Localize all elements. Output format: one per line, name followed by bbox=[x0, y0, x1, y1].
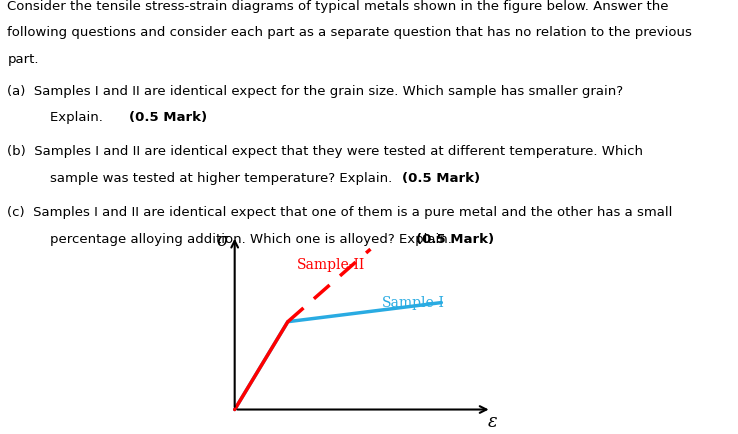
Text: following questions and consider each part as a separate question that has no re: following questions and consider each pa… bbox=[7, 26, 692, 39]
Text: (c)  Samples I and II are identical expect that one of them is a pure metal and : (c) Samples I and II are identical expec… bbox=[7, 206, 673, 219]
Text: (0.5 Mark): (0.5 Mark) bbox=[129, 111, 207, 124]
Text: Sample-II: Sample-II bbox=[297, 258, 365, 272]
Text: σ: σ bbox=[217, 232, 229, 250]
Text: percentage alloying addition. Which one is alloyed? Explain.: percentage alloying addition. Which one … bbox=[50, 233, 456, 246]
Text: (0.5 Mark): (0.5 Mark) bbox=[402, 172, 480, 185]
Text: (b)  Samples I and II are identical expect that they were tested at different te: (b) Samples I and II are identical expec… bbox=[7, 145, 644, 158]
Text: Explain.: Explain. bbox=[50, 111, 107, 124]
Text: (a)  Samples I and II are identical expect for the grain size. Which sample has : (a) Samples I and II are identical expec… bbox=[7, 85, 624, 98]
Text: sample was tested at higher temperature? Explain.: sample was tested at higher temperature?… bbox=[50, 172, 397, 185]
Text: (0.5 Mark): (0.5 Mark) bbox=[416, 233, 494, 246]
Text: ε: ε bbox=[488, 413, 497, 431]
Text: part.: part. bbox=[7, 53, 39, 66]
Text: Consider the tensile stress-strain diagrams of typical metals shown in the figur: Consider the tensile stress-strain diagr… bbox=[7, 0, 669, 13]
Text: Sample-I: Sample-I bbox=[382, 296, 445, 310]
